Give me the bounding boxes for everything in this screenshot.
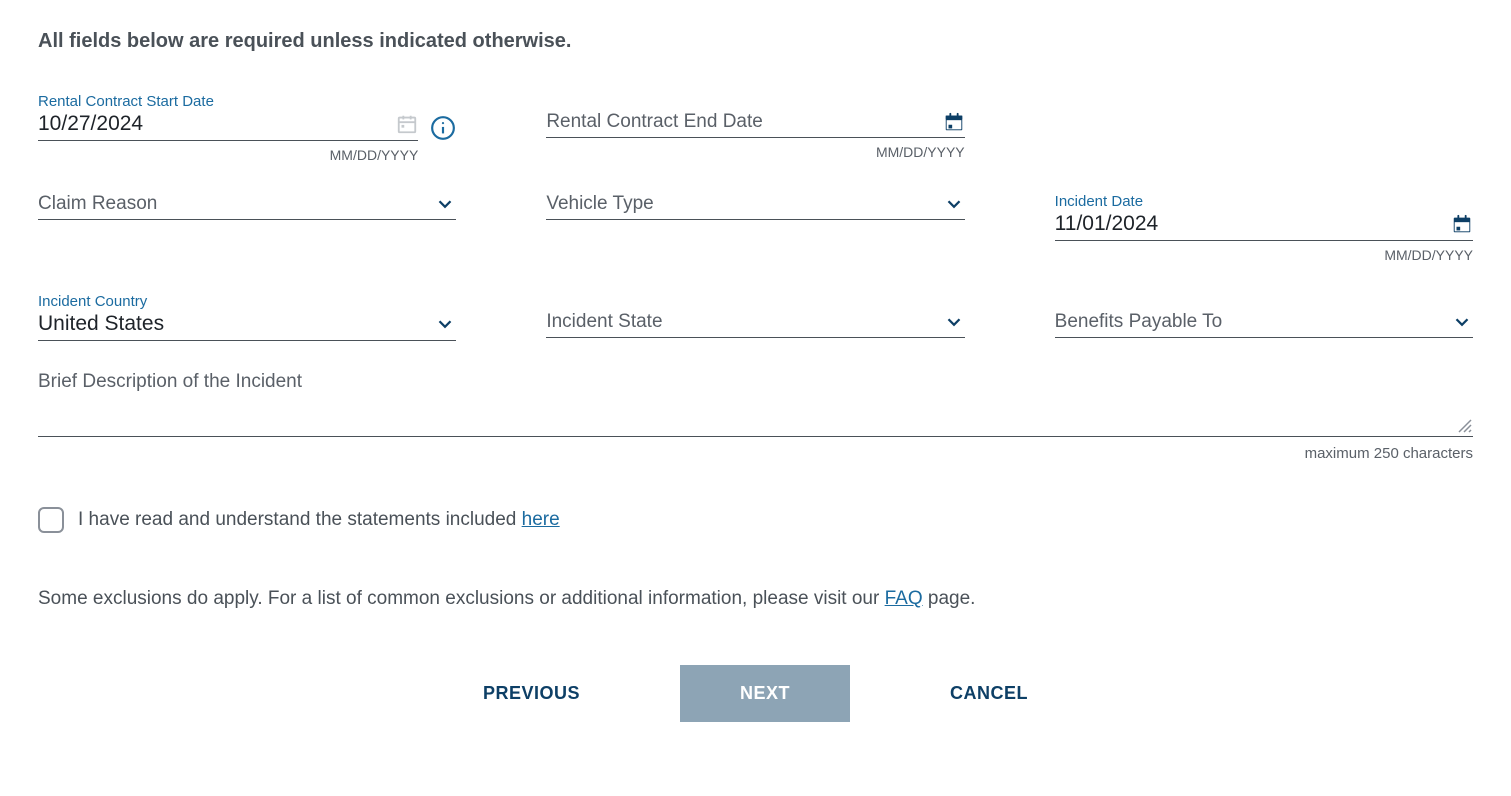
rental-start-label: Rental Contract Start Date — [38, 93, 418, 110]
vehicle-type-select[interactable]: Vehicle Type — [546, 193, 942, 215]
claim-reason-field: Claim Reason — [38, 193, 456, 263]
chevron-down-icon — [434, 193, 456, 215]
info-icon[interactable] — [430, 115, 456, 141]
resize-handle-icon[interactable] — [1457, 418, 1473, 434]
benefits-payable-select[interactable]: Benefits Payable To — [1055, 311, 1451, 333]
rental-start-field: Rental Contract Start Date MM/DD/YYYY — [38, 93, 456, 163]
incident-state-field: Incident State — [546, 293, 964, 341]
consent-label: I have read and understand the statement… — [78, 509, 560, 531]
description-hint: maximum 250 characters — [38, 445, 1473, 462]
rental-end-hint: MM/DD/YYYY — [546, 144, 964, 160]
incident-country-field: Incident Country United States — [38, 293, 456, 341]
rental-end-input[interactable] — [546, 111, 942, 133]
consent-row: I have read and understand the statement… — [38, 507, 1473, 533]
incident-country-select[interactable]: United States — [38, 312, 434, 336]
rental-start-hint: MM/DD/YYYY — [38, 147, 418, 163]
claim-reason-select[interactable]: Claim Reason — [38, 193, 434, 215]
description-field: maximum 250 characters — [38, 371, 1473, 462]
calendar-icon[interactable] — [943, 111, 965, 133]
previous-button[interactable]: PREVIOUS — [443, 665, 620, 722]
incident-country-label: Incident Country — [38, 293, 456, 310]
incident-state-select[interactable]: Incident State — [546, 311, 942, 333]
incident-date-input[interactable] — [1055, 212, 1451, 236]
consent-checkbox[interactable] — [38, 507, 64, 533]
cancel-button[interactable]: CANCEL — [910, 665, 1068, 722]
calendar-icon[interactable] — [1451, 213, 1473, 235]
chevron-down-icon — [434, 313, 456, 335]
incident-date-hint: MM/DD/YYYY — [1055, 247, 1473, 263]
disclaimer-text: Some exclusions do apply. For a list of … — [38, 588, 1473, 610]
vehicle-type-field: Vehicle Type — [546, 193, 964, 263]
chevron-down-icon — [943, 311, 965, 333]
consent-link[interactable]: here — [522, 509, 560, 530]
form-heading: All fields below are required unless ind… — [38, 30, 1473, 53]
consent-text: I have read and understand the statement… — [78, 509, 522, 530]
chevron-down-icon — [943, 193, 965, 215]
disclaimer-after: page. — [923, 588, 976, 609]
calendar-icon[interactable] — [396, 113, 418, 135]
button-row: PREVIOUS NEXT CANCEL — [38, 665, 1473, 722]
chevron-down-icon — [1451, 311, 1473, 333]
incident-date-label: Incident Date — [1055, 193, 1473, 210]
benefits-payable-field: Benefits Payable To — [1055, 293, 1473, 341]
rental-start-input[interactable] — [38, 112, 396, 136]
incident-date-field: Incident Date MM/DD/YYYY — [1055, 193, 1473, 263]
disclaimer-before: Some exclusions do apply. For a list of … — [38, 588, 885, 609]
rental-end-field: MM/DD/YYYY — [546, 93, 964, 163]
form-grid: Rental Contract Start Date MM/DD/YYYY — [38, 93, 1473, 341]
next-button[interactable]: NEXT — [680, 665, 850, 722]
description-textarea[interactable] — [38, 371, 1473, 431]
faq-link[interactable]: FAQ — [885, 588, 923, 609]
